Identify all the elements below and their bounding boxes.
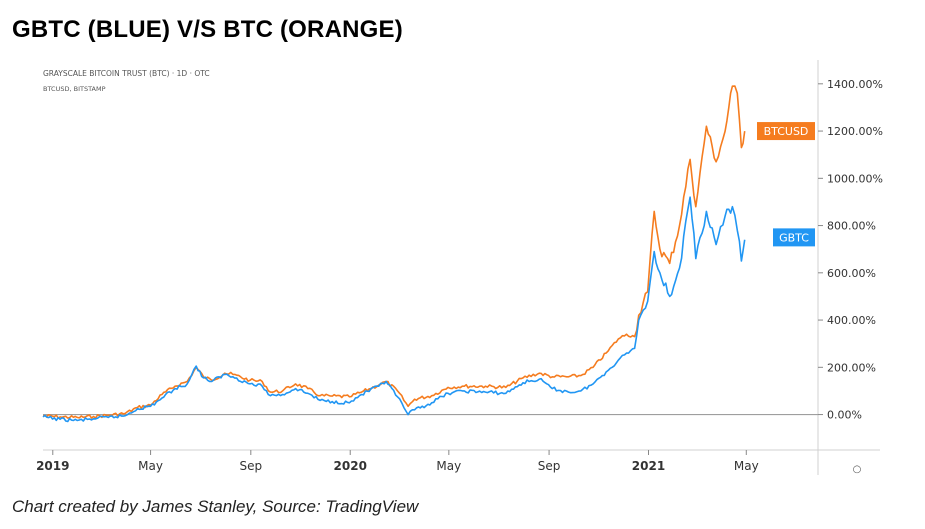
y-tick-label: 200.00% <box>827 361 876 374</box>
chart: GRAYSCALE BITCOIN TRUST (BTC) · 1D · OTC… <box>0 60 925 480</box>
x-tick-label: Sep <box>239 459 262 473</box>
series-line-btc <box>42 85 746 419</box>
page-title: GBTC (BLUE) V/S BTC (ORANGE) <box>12 16 403 43</box>
chart-settings-icon[interactable]: ○ <box>853 464 862 475</box>
badge-layer: BTCUSD GBTC <box>757 122 815 247</box>
series-layer <box>42 85 746 423</box>
x-tick-label: 2021 <box>632 459 665 473</box>
x-tick-label: 2020 <box>334 459 367 473</box>
chart-header-line1: GRAYSCALE BITCOIN TRUST (BTC) · 1D · OTC <box>43 69 210 78</box>
x-axis: 2019 May Sep 2020 May Sep 2021 May <box>36 450 759 473</box>
chart-header-line2: BTCUSD, BITSTAMP <box>43 85 106 93</box>
y-tick-label: 600.00% <box>827 267 876 280</box>
x-tick-label: Sep <box>538 459 561 473</box>
x-tick-label: 2019 <box>36 459 69 473</box>
y-tick-label: 400.00% <box>827 314 876 327</box>
chart-svg: GRAYSCALE BITCOIN TRUST (BTC) · 1D · OTC… <box>36 60 883 475</box>
x-tick-label: May <box>734 459 759 473</box>
y-axis: 0.00% 200.00% 400.00% 600.00% 800.00% 1000.00… <box>818 78 883 422</box>
series-line-gbtc <box>42 196 746 423</box>
x-tick-label: May <box>436 459 461 473</box>
x-tick-label: May <box>138 459 163 473</box>
badge-gbtc <box>773 228 815 247</box>
chart-frame <box>43 60 880 475</box>
badge-label-gbtc: GBTC <box>779 231 809 244</box>
badge-label-btc: BTCUSD <box>764 125 809 138</box>
y-tick-label: 0.00% <box>827 409 862 422</box>
y-tick-label: 1400.00% <box>827 78 883 91</box>
y-tick-label: 800.00% <box>827 220 876 233</box>
y-tick-label: 1200.00% <box>827 125 883 138</box>
chart-caption: Chart created by James Stanley, Source: … <box>12 497 419 516</box>
badge-btc <box>757 122 815 141</box>
y-tick-label: 1000.00% <box>827 172 883 185</box>
